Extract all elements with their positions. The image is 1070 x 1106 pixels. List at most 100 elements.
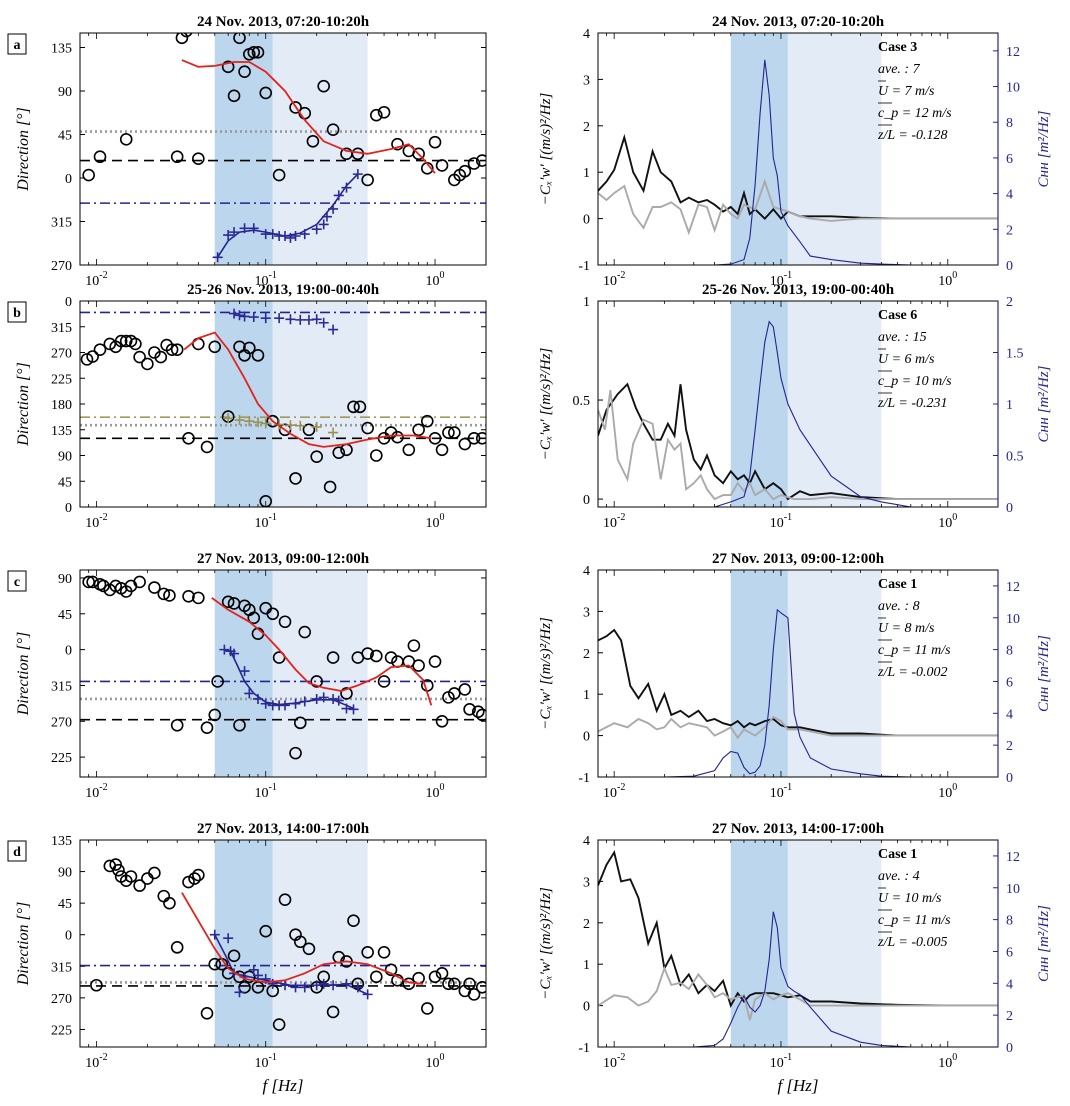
wave-direction-point bbox=[311, 314, 322, 325]
plot-area bbox=[598, 849, 998, 1047]
direction-point bbox=[227, 949, 241, 963]
cospectrum-line-gray bbox=[598, 715, 998, 740]
direction-point bbox=[467, 157, 481, 170]
direction-point bbox=[227, 89, 241, 103]
panel-letter: d bbox=[13, 845, 21, 860]
annotation-0: Case 1 bbox=[878, 577, 917, 592]
red-fit-curve bbox=[181, 59, 436, 174]
direction-point bbox=[233, 33, 246, 45]
annotation-0: Case 3 bbox=[878, 40, 917, 55]
red-fit-curve bbox=[183, 331, 432, 448]
annotation-3: c_p = 12 m/s bbox=[878, 106, 952, 121]
x-tick-label: 100 bbox=[426, 1052, 445, 1071]
direction-point bbox=[370, 649, 383, 663]
y2-tick-label: 2 bbox=[1006, 223, 1013, 238]
direction-point bbox=[272, 168, 286, 182]
swell-direction-point bbox=[244, 416, 255, 427]
wave-direction-point bbox=[318, 978, 329, 989]
y-tick-label: 45 bbox=[58, 608, 72, 623]
y2-tick-label: 8 bbox=[1006, 116, 1013, 131]
direction-point bbox=[93, 150, 107, 164]
y2-tick-label: 10 bbox=[1006, 882, 1020, 897]
direction-point bbox=[412, 147, 425, 161]
axes-frame bbox=[79, 839, 487, 1048]
direction-point bbox=[448, 426, 461, 439]
swell-direction-point bbox=[311, 421, 322, 432]
swell-direction-point bbox=[234, 415, 245, 426]
y2-tick-label: 4 bbox=[1006, 188, 1013, 203]
cospectrum-line-black bbox=[598, 382, 998, 501]
wave-direction-point bbox=[267, 978, 278, 989]
frequency-band-light bbox=[787, 33, 882, 265]
direction-point bbox=[208, 957, 222, 971]
cospectrum-line-black bbox=[598, 628, 998, 737]
plot-area bbox=[80, 575, 486, 760]
direction-point bbox=[391, 430, 404, 444]
y-tick-label: 135 bbox=[51, 834, 72, 849]
panel-7: 27 Nov. 2013, 14:00-17:00h d 10-2 10-1 100 22… bbox=[7, 821, 487, 1095]
direction-point bbox=[112, 863, 125, 877]
wave-direction-point bbox=[333, 190, 344, 201]
direction-point bbox=[475, 432, 486, 445]
direction-point bbox=[134, 13, 145, 24]
direction-point bbox=[149, 11, 160, 22]
panel-title: 24 Nov. 2013, 07:20-10:20h bbox=[712, 14, 885, 30]
x-tick-label: 100 bbox=[938, 270, 957, 289]
x-tick-label: 10-2 bbox=[85, 270, 107, 289]
swell-direction-point bbox=[285, 420, 296, 431]
y-axis-label: Direction [°] bbox=[15, 107, 32, 192]
direction-point bbox=[475, 154, 486, 167]
wave-direction-point bbox=[321, 211, 332, 222]
y2-tick-label: 1.5 bbox=[1006, 347, 1024, 362]
panel-letter: b bbox=[13, 306, 21, 321]
panel-title: 24 Nov. 2013, 07:20-10:20h bbox=[197, 14, 370, 30]
swell-direction-point bbox=[252, 417, 263, 428]
y-axis-label: Direction [°] bbox=[15, 362, 32, 447]
y-tick-label: 1 bbox=[583, 166, 590, 181]
direction-point bbox=[293, 716, 307, 730]
y-tick-label: 315 bbox=[51, 216, 72, 231]
annotation-4: z/L = -0.231 bbox=[877, 396, 947, 411]
wave-direction-point bbox=[234, 310, 245, 321]
y-tick-label: 90 bbox=[58, 450, 72, 465]
direction-point bbox=[158, 2, 169, 13]
direction-point bbox=[170, 718, 184, 732]
frequency-band-light bbox=[272, 840, 368, 1047]
swell-direction-point bbox=[260, 418, 271, 429]
y2-tick-label: 0 bbox=[1006, 259, 1013, 274]
direction-point bbox=[384, 651, 398, 664]
direction-point bbox=[370, 970, 383, 984]
wave-direction-point bbox=[311, 980, 322, 991]
y-tick-label: 2 bbox=[583, 120, 590, 135]
annotation-4: z/L = -0.002 bbox=[877, 665, 947, 680]
y-tick-label: -1 bbox=[578, 771, 590, 786]
y-tick-label: -1 bbox=[578, 1041, 590, 1056]
cospectrum-line-gray bbox=[598, 178, 998, 236]
wave-direction-point bbox=[244, 688, 255, 699]
y-tick-label: 270 bbox=[51, 259, 72, 274]
direction-point bbox=[420, 1002, 434, 1015]
wave-direction-point bbox=[290, 231, 301, 241]
wave-direction-point bbox=[318, 219, 329, 230]
direction-point bbox=[302, 423, 316, 437]
x-tick-label: 10-2 bbox=[603, 270, 625, 289]
direction-point bbox=[475, 981, 486, 994]
y-tick-label: 0 bbox=[65, 929, 72, 944]
direction-point bbox=[251, 349, 265, 362]
direction-point bbox=[148, 346, 161, 359]
y2-tick-label: 8 bbox=[1006, 914, 1013, 929]
panel-letter-box bbox=[7, 33, 27, 55]
y-axis-label: Direction [°] bbox=[15, 902, 32, 987]
wave-direction-point bbox=[333, 695, 344, 706]
y2-tick-label: 8 bbox=[1006, 644, 1013, 659]
wave-direction-point bbox=[252, 970, 263, 981]
x-axis-label: f [Hz] bbox=[262, 1076, 303, 1095]
wave-direction-point bbox=[311, 693, 322, 704]
y-tick-label: 225 bbox=[51, 1023, 72, 1038]
y-tick-label: 2 bbox=[583, 647, 590, 662]
panel-5: 27 Nov. 2013, 09:00-12:00h c 10-2 10-1 100 22… bbox=[7, 551, 487, 801]
wave-direction-point bbox=[260, 313, 271, 324]
y-tick-label: 0 bbox=[65, 172, 72, 187]
